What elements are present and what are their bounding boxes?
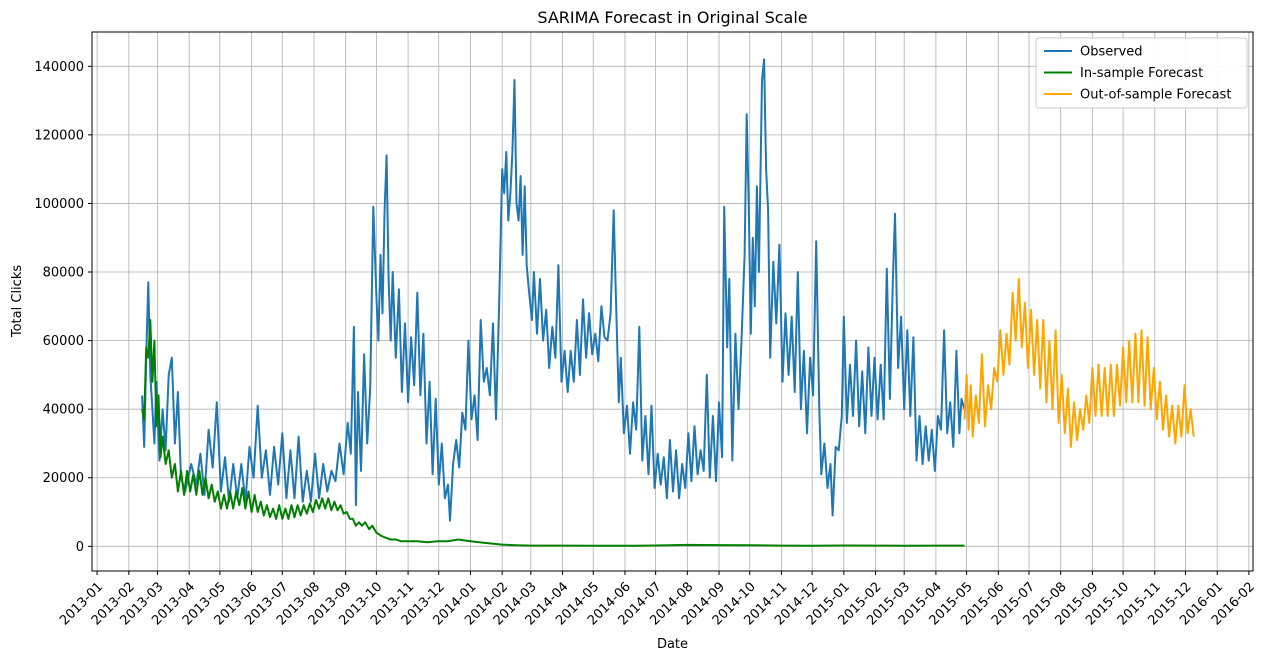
y-tick-label: 100000 — [34, 197, 84, 212]
series-line-in-sample-forecast — [141, 319, 965, 547]
y-tick-label: 80000 — [43, 266, 84, 281]
legend-box — [1035, 37, 1248, 109]
y-tick-label: 120000 — [34, 128, 84, 143]
series-line-observed — [141, 58, 966, 522]
legend-label: Observed — [1080, 45, 1143, 60]
y-tick-label: 0 — [76, 540, 84, 555]
legend-label: Out-of-sample Forecast — [1080, 88, 1231, 103]
y-axis: 0 20000 40000 60000 80000 100000 120000 140000 — [34, 60, 92, 555]
plot-area-frame — [91, 31, 1254, 572]
series-line-out-of-sample-forecast — [963, 277, 1195, 448]
x-axis-title: Date — [657, 637, 688, 652]
legend: Observed In-sample Forecast Out-of-sample … — [1035, 37, 1248, 109]
legend-label: In-sample Forecast — [1080, 66, 1203, 81]
y-tick-label: 140000 — [34, 60, 84, 75]
y-tick-label: 60000 — [43, 334, 84, 349]
y-axis-title: Total Clicks — [10, 265, 25, 338]
y-tick-label: 40000 — [43, 403, 84, 418]
plot-series — [141, 58, 1195, 547]
chart-title: SARIMA Forecast in Original Scale — [537, 8, 807, 27]
y-tick-label: 20000 — [43, 471, 84, 486]
